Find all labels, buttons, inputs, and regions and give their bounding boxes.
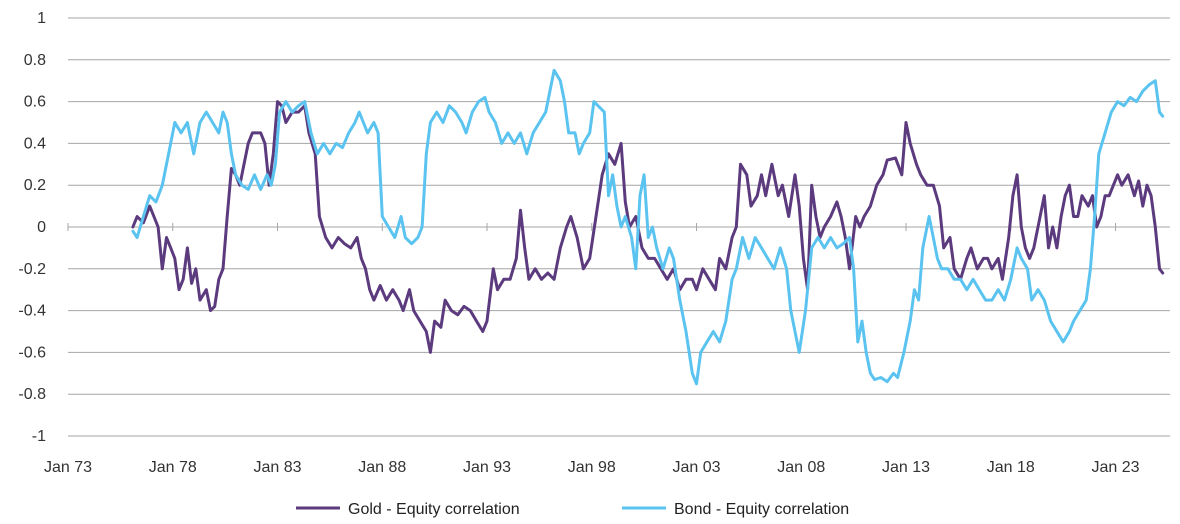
y-tick-label: -0.6 [18,344,46,361]
y-tick-label: 0 [37,219,46,236]
y-tick-label: -1 [32,428,46,445]
x-axis-tick-labels: Jan 73 Jan 78 Jan 83 Jan 88 Jan 93 Jan 98 Jan … [44,459,1140,476]
x-tick-label: Jan 03 [672,459,720,476]
x-tick-label: Jan 13 [882,459,930,476]
y-tick-label: 0.4 [24,135,46,152]
gold-equity-series-line [131,100,1165,354]
x-tick-label: Jan 88 [358,459,406,476]
y-tick-label: 0.8 [24,52,46,69]
legend-label: Gold - Equity correlation [348,501,520,518]
y-tick-label: -0.8 [18,386,46,403]
y-tick-label: 1 [37,10,46,27]
legend-label: Bond - Equity correlation [674,501,849,518]
legend-item-gold-equity: Gold - Equity correlation [296,501,520,518]
legend: Gold - Equity correlation Bond - Equity c… [296,501,849,518]
y-tick-label: 0.2 [24,177,46,194]
x-tick-label: Jan 73 [44,459,92,476]
x-tick-label: Jan 08 [777,459,825,476]
x-tick-label: Jan 83 [253,459,301,476]
y-tick-label: -0.4 [18,303,46,320]
x-tick-label: Jan 23 [1092,459,1140,476]
x-tick-label: Jan 98 [568,459,616,476]
series-lines [131,68,1165,386]
gridlines [67,17,1170,437]
y-tick-label: -0.2 [18,261,46,278]
x-tick-label: Jan 18 [987,459,1035,476]
y-axis-tick-labels: 1 0.8 0.6 0.4 0.2 0 -0.2 -0.4 -0.6 -0.8 -1 [18,10,46,445]
x-tick-label: Jan 78 [149,459,197,476]
x-tick-label: Jan 93 [463,459,511,476]
legend-item-bond-equity: Bond - Equity correlation [622,501,849,518]
y-tick-label: 0.6 [24,94,46,111]
bond-equity-series-line [131,68,1165,386]
